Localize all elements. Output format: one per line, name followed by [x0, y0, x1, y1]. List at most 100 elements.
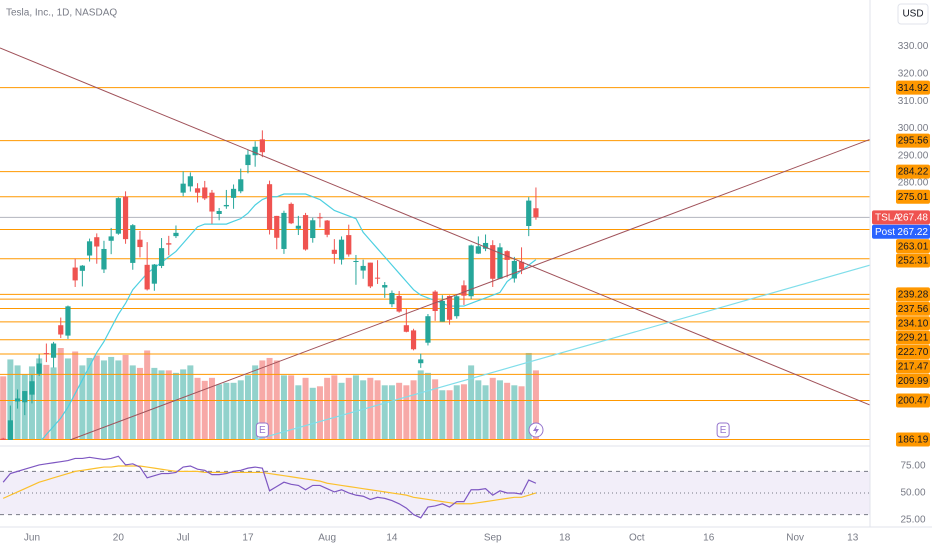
- y-tick-label: 300.00: [898, 123, 929, 134]
- level-label: 217.47: [898, 362, 929, 373]
- candle-body: [252, 146, 258, 156]
- volume-bar: [410, 380, 417, 440]
- level-tag: [896, 393, 930, 408]
- volume-bar: [194, 377, 201, 440]
- price-tag-value: 267.48: [897, 212, 928, 223]
- candle-body: [511, 260, 517, 279]
- candle-body: [101, 248, 107, 270]
- volume-bar: [144, 350, 151, 440]
- volume-bar: [280, 375, 287, 440]
- volume-bar: [360, 380, 367, 440]
- volume-bar: [180, 369, 187, 440]
- candle-body: [403, 325, 409, 332]
- candle-body: [425, 316, 431, 343]
- candle-body: [454, 296, 460, 317]
- volume-bar: [468, 365, 475, 440]
- candle-body: [439, 300, 445, 322]
- candle-body: [86, 241, 93, 256]
- volume-bar: [295, 385, 302, 440]
- candle-body: [382, 285, 388, 288]
- level-label: 209.99: [898, 376, 929, 387]
- candle-body: [374, 277, 381, 279]
- candle-body: [173, 232, 179, 237]
- x-tick-label: Aug: [318, 533, 336, 544]
- earnings-label: E: [720, 425, 727, 436]
- volume-bar: [396, 382, 403, 440]
- candle-body: [461, 285, 467, 296]
- volume-bar: [352, 375, 359, 440]
- candle-body: [418, 359, 424, 364]
- volume-bar: [331, 375, 338, 440]
- volume-bar: [86, 357, 93, 440]
- candle-body: [317, 217, 323, 219]
- volume-bar: [525, 352, 532, 440]
- level-label: 222.70: [898, 347, 929, 358]
- volume-bar: [532, 370, 539, 440]
- volume-bar: [453, 385, 460, 440]
- candle-body: [367, 262, 373, 287]
- candle-body: [230, 188, 237, 198]
- candle-body: [79, 265, 85, 271]
- level-tag: [896, 253, 930, 268]
- volume-bar: [252, 365, 259, 440]
- volume-bar: [403, 385, 410, 440]
- volume-bar: [151, 367, 158, 440]
- currency-button[interactable]: [897, 3, 929, 25]
- volume-bar: [136, 367, 143, 440]
- dividend-icon: [528, 422, 544, 438]
- earnings-marker: [255, 422, 269, 438]
- volume-bar: [374, 380, 381, 440]
- volume-bar: [482, 385, 489, 440]
- candle-body: [0, 438, 6, 440]
- candle-body: [115, 198, 121, 234]
- volume-bar: [446, 390, 453, 440]
- candle-body: [22, 391, 28, 403]
- trend-line: [254, 264, 870, 440]
- x-tick-label: Oct: [629, 533, 645, 544]
- level-label: 295.56: [898, 136, 929, 147]
- volume-bar: [165, 370, 172, 440]
- volume-bar: [237, 380, 244, 440]
- rsi-tick-label: 75.00: [900, 461, 925, 472]
- level-tag: [896, 359, 930, 374]
- volume-bar: [417, 370, 424, 440]
- rsi-line: [2, 455, 537, 519]
- level-tag: [896, 80, 930, 95]
- volume-bar: [72, 351, 79, 440]
- level-label: 252.31: [898, 256, 929, 267]
- candle-body: [202, 187, 208, 199]
- y-tick-label: 320.00: [898, 68, 929, 79]
- candle-body: [281, 212, 287, 249]
- level-tag: [896, 373, 930, 388]
- candle-body: [7, 420, 13, 440]
- currency[interactable]: USD: [902, 9, 923, 20]
- x-tick-label: 14: [386, 533, 398, 544]
- candle-body: [43, 353, 49, 355]
- volume-bar: [381, 385, 388, 440]
- volume-bar: [518, 386, 525, 440]
- x-tick-label: Jul: [177, 533, 190, 544]
- price-pane: [0, 87, 870, 440]
- y-tick-label: 290.00: [898, 150, 929, 161]
- volume-bar: [201, 380, 208, 440]
- candle-body: [65, 306, 71, 336]
- volume-bar: [316, 386, 323, 440]
- volume-bar: [511, 385, 518, 440]
- candle-body: [122, 196, 129, 240]
- volume-bar: [129, 365, 136, 440]
- level-tag: [896, 316, 930, 331]
- candle-body: [310, 220, 316, 239]
- candle-body: [504, 251, 510, 260]
- candle-body: [288, 203, 294, 224]
- candle-body: [533, 208, 539, 218]
- level-label: 314.92: [898, 83, 929, 94]
- candle-body: [223, 204, 229, 207]
- candle-body: [346, 235, 352, 255]
- symbol-title: Tesla, Inc., 1D, NASDAQ: [6, 8, 117, 19]
- candle-body: [108, 236, 114, 241]
- volume-bar: [0, 376, 7, 440]
- level-label: 234.10: [898, 318, 929, 329]
- level-tag: [896, 287, 930, 302]
- candle-body: [245, 154, 251, 166]
